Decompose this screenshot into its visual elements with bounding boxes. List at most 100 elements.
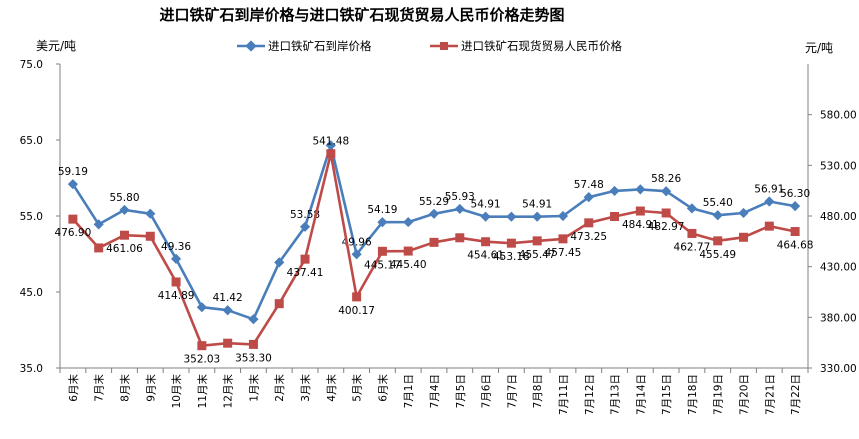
series-2-point <box>171 277 181 287</box>
data-label-series-1: 55.80 <box>109 192 139 204</box>
data-label-series-2: 482.97 <box>648 221 685 233</box>
series-2-point <box>713 236 723 246</box>
x-tick-label: 7月5日 <box>455 374 467 408</box>
series-1-point <box>609 185 620 197</box>
data-label-series-2: 455.49 <box>699 249 736 261</box>
series-1-point <box>248 314 259 325</box>
legend-label-series-2: 进口铁矿石现货贸易人民币价格 <box>461 39 622 53</box>
series-2-point <box>558 234 568 244</box>
data-label-series-2: 484.91 <box>622 219 659 231</box>
data-label-series-2: 445.40 <box>390 259 427 271</box>
left-tick-label: 55.0 <box>20 211 43 223</box>
data-label-series-2: 437.41 <box>287 267 324 279</box>
series-2-point <box>223 338 233 348</box>
x-tick-label: 7月4日 <box>429 374 441 408</box>
chart-title: 进口铁矿石到岸价格与进口铁矿石现货贸易人民币价格走势图 <box>159 6 564 24</box>
data-label-series-2: 445.17 <box>364 259 401 271</box>
series-1-point <box>170 253 182 264</box>
series-1-point <box>274 257 285 268</box>
right-tick-label: 380.00 <box>820 312 857 324</box>
x-tick-label: 7月22日 <box>790 374 802 415</box>
left-tick-label: 35.0 <box>20 363 43 375</box>
right-tick-label: 430.00 <box>820 262 857 274</box>
left-axis-unit: 美元/吨 <box>36 39 76 53</box>
series-2-point <box>248 339 258 349</box>
series-2-point <box>739 232 749 242</box>
data-label-series-2: 461.06 <box>106 243 143 255</box>
x-tick-label: 2月末 <box>273 374 286 402</box>
legend-item-series-2: 进口铁矿石现货贸易人民币价格 <box>430 39 622 53</box>
x-tick-label: 7月1日 <box>403 374 415 408</box>
series-2-point <box>481 237 491 247</box>
series-2-point <box>197 341 207 351</box>
data-label-series-2: 414.89 <box>158 290 195 302</box>
series-2-point <box>68 214 78 224</box>
x-tick-label: 8月末 <box>118 374 131 402</box>
series-1-point <box>480 211 491 222</box>
x-tick-label: 7月8日 <box>532 374 544 408</box>
legend-item-series-1: 进口铁矿石到岸价格 <box>237 39 372 53</box>
data-label-series-1: 54.19 <box>367 204 397 216</box>
series-1-point <box>93 219 104 230</box>
x-tick-label: 5月末 <box>351 374 364 402</box>
legend-label-series-1: 进口铁矿石到岸价格 <box>268 39 372 53</box>
x-tick-label: 7月末 <box>93 374 106 402</box>
series-1-point <box>403 216 414 228</box>
data-label-series-2: 541.48 <box>312 136 349 148</box>
series-1-point <box>428 208 440 219</box>
series-1-point <box>506 211 517 222</box>
series-1-point <box>738 207 749 219</box>
right-axis-unit: 元/吨 <box>805 41 833 55</box>
data-label-series-2: 455.47 <box>519 249 556 261</box>
x-tick-label: 7月21日 <box>764 374 776 415</box>
series-1-point <box>532 211 543 222</box>
x-tick-label: 7月6日 <box>481 374 493 408</box>
x-tick-label: 7月13日 <box>610 374 622 415</box>
series-2-point <box>790 227 800 237</box>
series-1-point <box>119 204 130 216</box>
series-2-point <box>610 212 620 222</box>
series-2-point <box>635 206 645 216</box>
data-label-series-2: 464.68 <box>777 240 814 252</box>
x-tick-label: 6月末 <box>67 374 80 402</box>
left-tick-label: 45.0 <box>20 287 43 299</box>
series-1-point <box>712 210 723 221</box>
series-2-point <box>119 230 129 240</box>
series-2-point <box>352 292 362 302</box>
x-tick-label: 7月11日 <box>558 374 570 415</box>
x-tick-label: 7月7日 <box>506 374 518 408</box>
series-2-point <box>326 149 336 159</box>
right-tick-label: 580.00 <box>820 110 857 122</box>
series-2-point <box>506 238 516 248</box>
data-label-series-1: 57.48 <box>574 179 604 191</box>
data-label-series-2: 462.77 <box>674 241 711 253</box>
series-1-point <box>145 208 156 219</box>
series-1-point <box>196 302 207 313</box>
series-2-point <box>94 243 104 253</box>
series-2-point <box>764 221 774 231</box>
data-label-series-2: 473.25 <box>570 231 607 243</box>
data-label-series-1: 55.93 <box>445 191 475 203</box>
legend: 进口铁矿石到岸价格 进口铁矿石现货贸易人民币价格 <box>237 39 622 53</box>
x-tick-label: 7月18日 <box>687 374 699 415</box>
series-2-point <box>429 237 439 247</box>
x-tick-label: 12月末 <box>222 374 235 409</box>
data-label-series-1: 56.30 <box>780 188 810 200</box>
x-tick-label: 7月15日 <box>661 374 673 415</box>
series-1-point <box>351 249 362 260</box>
x-tick-label: 3月末 <box>299 374 312 402</box>
data-label-series-1: 59.19 <box>58 166 88 178</box>
series-2-point <box>377 246 387 256</box>
data-label-series-2: 476.90 <box>55 227 92 239</box>
series-2-point <box>584 218 594 228</box>
series-2-point <box>403 246 413 256</box>
x-tick-label: 7月20日 <box>739 374 751 415</box>
data-label-series-2: 457.45 <box>545 247 582 259</box>
series-2-point <box>274 299 284 309</box>
x-tick-label: 7月19日 <box>713 374 725 415</box>
series-1-point <box>222 305 233 316</box>
series-2-point <box>455 233 465 243</box>
series-2-point <box>687 228 697 238</box>
